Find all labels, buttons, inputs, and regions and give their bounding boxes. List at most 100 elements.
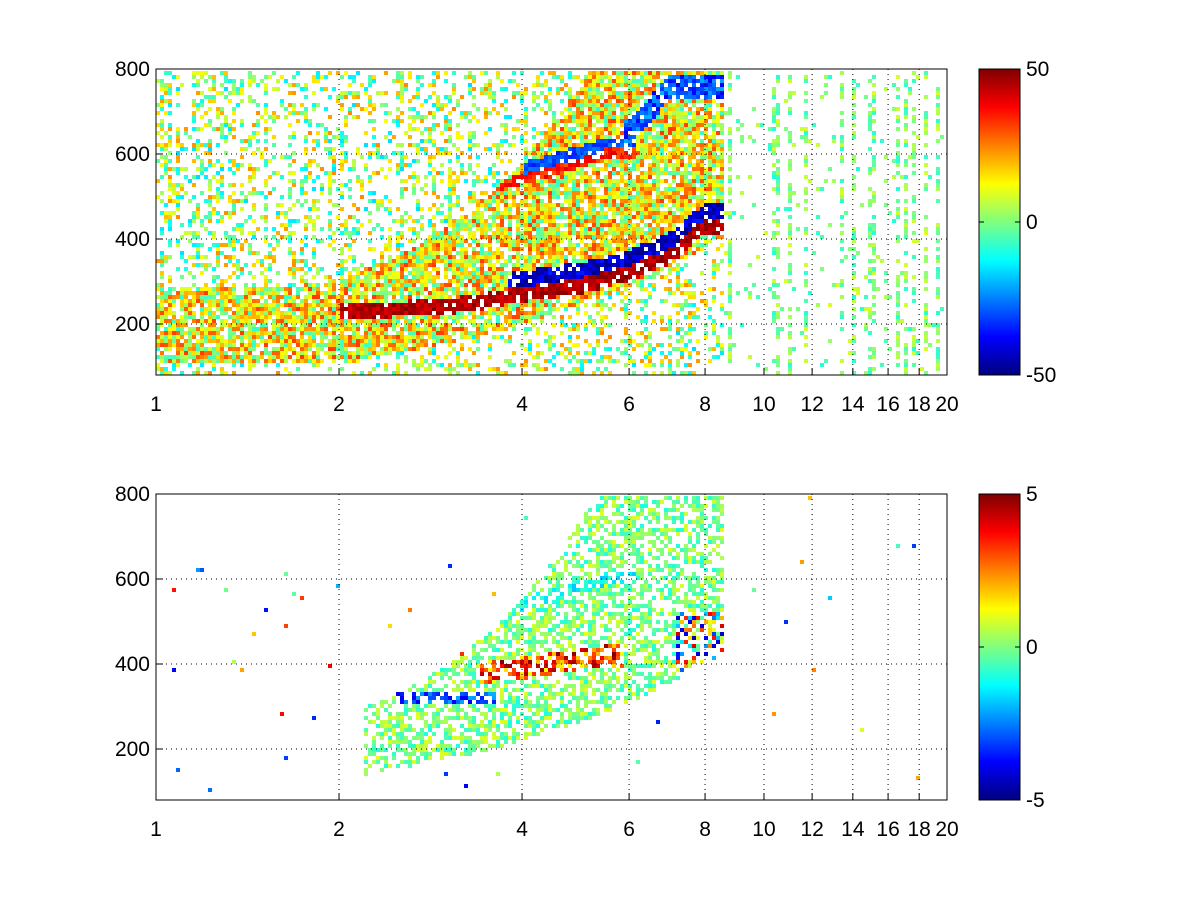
heatmap-cell [484,279,488,283]
heatmap-cell [416,271,420,275]
heatmap-cell [276,271,280,275]
heatmap-cell [160,87,164,91]
heatmap-cell [432,139,436,143]
heatmap-cell [264,331,268,335]
heatmap-cell [568,351,572,355]
heatmap-cell [468,347,472,351]
heatmap-cell [476,223,480,227]
heatmap-cell [320,311,324,315]
heatmap-cell [268,279,272,283]
heatmap-cell [448,179,452,183]
heatmap-cell [312,247,316,251]
heatmap-cell [360,307,364,311]
heatmap-cell [640,151,644,155]
heatmap-cell [460,279,464,283]
heatmap-cell [620,279,624,283]
heatmap-cell [248,167,252,171]
heatmap-cell [328,175,332,179]
heatmap-cell [476,155,480,159]
heatmap-cell [592,371,596,375]
heatmap-cell [604,111,608,115]
heatmap-cell [644,183,648,187]
heatmap-cell [544,131,548,135]
heatmap-cell [584,339,588,343]
heatmap-cell [168,307,172,311]
heatmap-cell [636,91,640,95]
heatmap-cell [168,199,172,203]
heatmap-cell [436,327,440,331]
heatmap-cell [268,303,272,307]
heatmap-cell [388,319,392,323]
heatmap-cell [536,291,540,295]
heatmap-cell [472,255,476,259]
heatmap-cell [592,111,596,115]
heatmap-cell [384,287,388,291]
heatmap-cell [580,227,584,231]
heatmap-cell [192,299,196,303]
heatmap-cell [316,347,320,351]
heatmap-cell [380,255,384,259]
heatmap-cell [592,259,596,263]
heatmap-cell [528,211,532,215]
heatmap-cell [228,255,232,259]
heatmap-cell [560,143,564,147]
heatmap-cell [400,195,404,199]
heatmap-cell [524,311,528,315]
heatmap-cell [308,315,312,319]
heatmap-cell [284,295,288,299]
heatmap-cell [164,91,168,95]
heatmap-cell [280,175,284,179]
heatmap-cell [488,239,492,243]
heatmap-cell [568,339,572,343]
heatmap-cell [576,287,580,291]
heatmap-cell [216,303,220,307]
heatmap-cell [204,371,208,375]
heatmap-cell [632,183,636,187]
heatmap-cell [576,291,580,295]
heatmap-cell [484,227,488,231]
heatmap-cell [296,351,300,355]
heatmap-cell [488,347,492,351]
heatmap-cell [388,263,392,267]
heatmap-cell [348,359,352,363]
heatmap-cell [448,123,452,127]
heatmap-cell [616,75,620,79]
heatmap-cell [644,215,648,219]
heatmap-cell [624,127,628,131]
heatmap-cell [280,319,284,323]
heatmap-cell [192,235,196,239]
heatmap-cell [164,211,168,215]
heatmap-cell [376,275,380,279]
heatmap-cell [280,359,284,363]
heatmap-cell [220,175,224,179]
heatmap-cell [480,291,484,295]
heatmap-cell [304,83,308,87]
heatmap-cell [212,291,216,295]
heatmap-cell [244,347,248,351]
heatmap-cell [580,239,584,243]
heatmap-cell [584,95,588,99]
heatmap-cell [488,255,492,259]
heatmap-cell [588,235,592,239]
heatmap-cell [416,335,420,339]
heatmap-cell [468,235,472,239]
heatmap-cell [308,175,312,179]
heatmap-cell [456,251,460,255]
heatmap-cell [288,339,292,343]
heatmap-cell [568,219,572,223]
heatmap-cell [488,215,492,219]
heatmap-cell [156,123,160,127]
heatmap-cell [244,351,248,355]
heatmap-cell [476,279,480,283]
heatmap-cell [340,231,344,235]
heatmap-cell [540,303,544,307]
heatmap-cell [304,299,308,303]
heatmap-cell [384,243,388,247]
heatmap-cell [160,107,164,111]
heatmap-cell [204,331,208,335]
heatmap-cell [504,183,508,187]
heatmap-cell [440,171,444,175]
heatmap-cell [556,159,560,163]
heatmap-cell [404,255,408,259]
heatmap-cell [248,287,252,291]
